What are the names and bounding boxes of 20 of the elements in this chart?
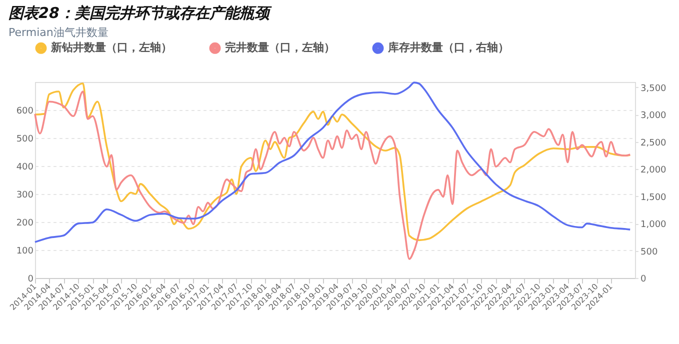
legend-label: 库存井数量（口，右轴） [387, 41, 509, 54]
y2-tick-label: 1,500 [640, 192, 667, 203]
y2-tick-label: 1,000 [640, 220, 667, 230]
y-tick-label: 300 [16, 190, 34, 200]
legend-label: 新钻井数量（口，左轴） [50, 41, 172, 54]
legend-label: 完井数量（口，左轴） [225, 41, 335, 54]
y-tick-label: 200 [16, 218, 34, 228]
y-tick-label: 0 [28, 274, 34, 284]
y2-tick-label: 2,000 [640, 166, 667, 176]
y2-tick-label: 2,500 [640, 138, 667, 148]
y2-tick-label: 500 [640, 247, 658, 258]
y2-tick-label: 3,000 [640, 111, 667, 122]
y2-tick-label: 3,500 [640, 84, 667, 94]
y-tick-label: 500 [16, 134, 34, 144]
y-tick-label: 400 [16, 162, 34, 172]
y2-tick-label: 0 [640, 274, 646, 284]
y-tick-label: 600 [16, 106, 34, 116]
y-tick-label: 100 [16, 246, 34, 256]
chart-subtitle: Permian油气井数量 [8, 26, 108, 39]
chart-title: 图表28：美国完井环节或存在产能瓶颈 [8, 4, 272, 22]
